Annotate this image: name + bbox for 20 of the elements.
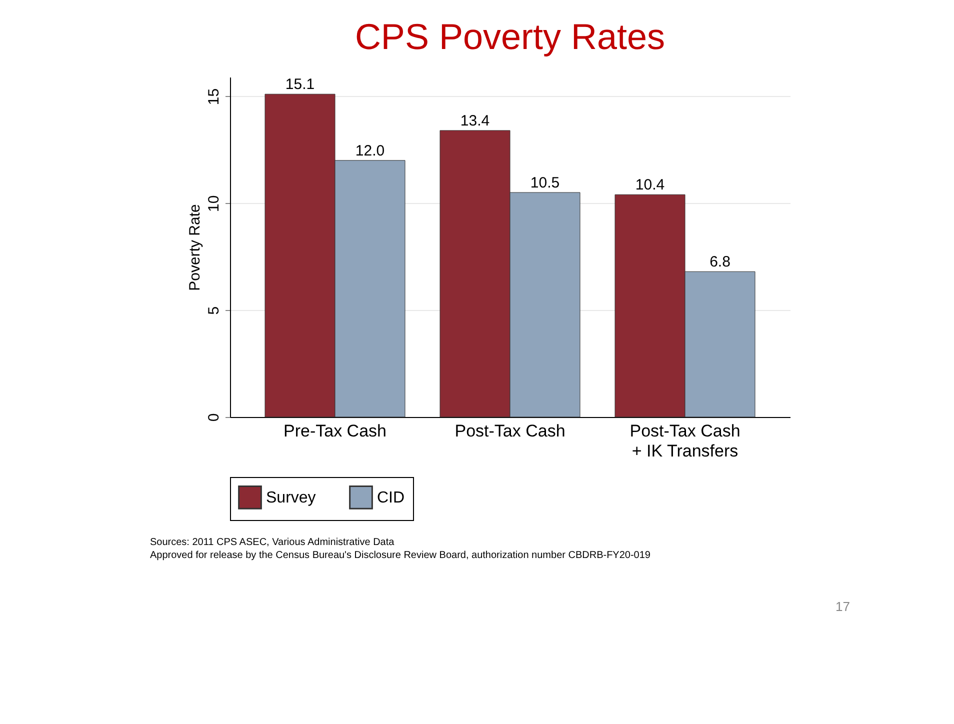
x-tick-label: Pre-Tax Cash <box>284 422 386 440</box>
text: Approved for release by the Census Bureau's Disclosure Review Board, authorization number CBDRB-FY20-019 <box>150 550 651 561</box>
text: 17 <box>836 599 850 614</box>
data-label: 6.8 <box>710 254 730 271</box>
data-label: 10.5 <box>530 174 560 192</box>
data-label: 15.1 <box>285 76 315 94</box>
data-label: 12.0 <box>355 142 385 160</box>
data-label: 13.4 <box>460 112 490 130</box>
data-label: 10.4 <box>635 176 665 194</box>
x-tick-label: Post-Tax Cash <box>454 422 566 440</box>
y-tick-label: 15 <box>206 88 222 106</box>
y-tick-label: 10 <box>206 195 222 212</box>
chart-title: CPS Poverty Rates <box>354 16 666 57</box>
y-tick-label: 0 <box>206 413 222 422</box>
legend-label: Survey <box>266 489 316 506</box>
source-note: Sources: 2011 CPS ASEC, Various Administrative Data <box>150 537 395 548</box>
x-tick-label: Post-Tax Cash + IK Transfers <box>630 422 740 460</box>
y-axis-title: Poverty Rate <box>186 204 204 291</box>
legend-label: CID <box>377 489 405 506</box>
y-tick-label: 5 <box>206 306 222 315</box>
